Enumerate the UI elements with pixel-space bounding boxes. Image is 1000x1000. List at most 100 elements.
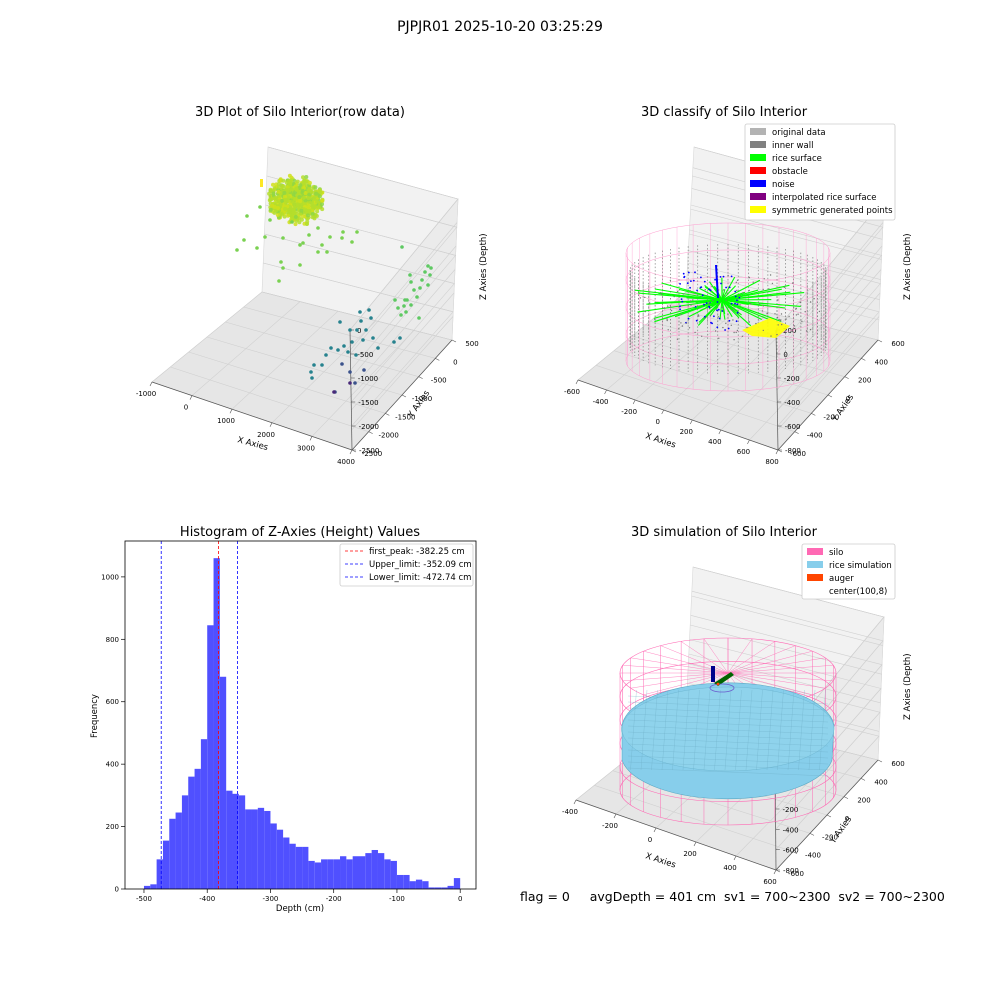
raw-data-point	[242, 238, 246, 242]
classify-noise-point	[734, 302, 736, 305]
raw-data-point	[336, 348, 340, 352]
classify-original-data-point	[770, 294, 772, 297]
raw-data-point	[271, 182, 275, 187]
histogram-bar	[403, 874, 410, 889]
classify-original-data-point	[717, 289, 720, 291]
classify-legend-frame	[744, 123, 896, 221]
classify-x-tick	[747, 439, 750, 445]
classify-original-data-point	[663, 307, 665, 309]
simulation-rice-mesh	[766, 689, 774, 771]
histogram-bar	[213, 558, 220, 889]
classify-original-data-point	[774, 313, 776, 315]
raw-data-point	[340, 236, 344, 240]
classify-original-data-point	[731, 309, 733, 312]
classify-rice-surface-line	[637, 292, 723, 301]
raw-data-point	[298, 199, 303, 204]
histogram-bar	[264, 810, 271, 889]
histogram-bar	[441, 887, 448, 889]
classify-x-tick-label: 200	[680, 428, 693, 436]
classify-original-data-point	[670, 309, 673, 312]
raw-data-point	[355, 328, 359, 332]
histogram-y-tick-label: 200	[106, 823, 119, 831]
classify-noise-point	[735, 320, 738, 323]
histogram-bar	[409, 881, 416, 889]
raw-data-point	[399, 313, 403, 317]
classify-z-axis-line	[775, 329, 779, 451]
raw-gridline	[351, 316, 454, 431]
classify-legend-label: obstacle	[772, 167, 808, 177]
classify-legend: original data inner wall rice surface obsta…	[744, 123, 896, 221]
classify-x-tick-label: -400	[593, 398, 609, 406]
raw-x-tick	[149, 381, 153, 387]
raw-y-tick	[418, 376, 423, 379]
classify-original-data-point	[736, 279, 739, 281]
classify-plot-title: 3D classify of Silo Interior	[641, 105, 808, 120]
raw-gridline	[350, 222, 458, 351]
raw-data-point	[298, 183, 303, 188]
classify-noise-point	[700, 276, 702, 279]
classify-original-data-point	[736, 329, 739, 332]
simulation-auger-shaft	[711, 666, 715, 682]
classify-noise-point	[696, 289, 698, 292]
classify-rice-surface-line	[719, 299, 723, 320]
raw-gridline	[265, 204, 457, 379]
classify-original-data-point	[644, 310, 646, 313]
classify-noise-point	[692, 279, 695, 282]
status-footer: flag = 0 avgDepth = 401 cm sv1 = 700~230…	[520, 889, 945, 904]
classify-noise-point	[734, 295, 737, 298]
raw-gridline	[188, 351, 386, 414]
classify-x-tick-label: 400	[708, 438, 721, 446]
raw-gridline	[351, 292, 455, 411]
panel-simulation: 3D simulation of Silo Interior -400 -200 0…	[562, 525, 913, 886]
classify-original-data-point	[797, 313, 799, 315]
classify-original-data-point	[722, 289, 725, 291]
classify-noise-point	[701, 294, 704, 297]
classify-x-tick	[575, 379, 579, 385]
raw-data-point	[281, 266, 285, 270]
classify-original-data-point	[703, 317, 705, 319]
simulation-x-tick-label: 0	[648, 836, 652, 844]
raw-data-point	[307, 180, 312, 185]
raw-data-point	[320, 243, 324, 247]
raw-data-point	[295, 202, 300, 207]
classify-original-data-point	[660, 293, 663, 296]
simulation-rice-mesh	[627, 713, 829, 723]
classify-rice-surface-line	[721, 285, 736, 301]
raw-x-tick-label: 3000	[297, 444, 315, 452]
histogram-bar	[359, 856, 366, 889]
classify-noise-point	[682, 272, 685, 275]
raw-data-point	[364, 328, 368, 332]
raw-data-point	[294, 211, 298, 216]
simulation-rice-mesh	[819, 689, 826, 771]
histogram-bar	[434, 887, 442, 889]
panel-histogram: Histogram of Z-Axies (Height) Values -50…	[90, 525, 477, 914]
classify-legend-swatch	[750, 193, 766, 200]
classify-original-data-point	[690, 304, 692, 306]
raw-data-point	[400, 245, 404, 249]
raw-data-point	[298, 263, 302, 267]
classify-original-data-point	[676, 338, 679, 340]
raw-data-point	[348, 381, 352, 385]
classify-y-tick	[827, 394, 833, 398]
classify-original-data-point	[708, 301, 711, 304]
classify-x-tick	[775, 449, 779, 455]
classify-legend-swatch	[750, 180, 766, 187]
raw-data-point	[295, 179, 300, 184]
classify-original-data-point	[685, 322, 687, 324]
classify-noise-point	[689, 286, 691, 289]
raw-data-point	[312, 195, 316, 200]
classify-original-data-point	[762, 305, 764, 307]
raw-data-point	[355, 230, 359, 234]
raw-data-point	[313, 204, 318, 209]
classify-gridline	[649, 321, 845, 377]
raw-y-tick-label: -1000	[412, 395, 432, 403]
classify-noise-point	[727, 327, 730, 330]
classify-original-data-point	[717, 304, 720, 306]
classify-noise-point	[687, 317, 690, 320]
raw-data-point	[260, 179, 263, 187]
raw-y-tick	[451, 339, 457, 343]
simulation-rice-mesh	[672, 689, 679, 771]
simulation-y-tick-label: 200	[857, 797, 870, 805]
classify-original-data-point	[709, 315, 711, 317]
